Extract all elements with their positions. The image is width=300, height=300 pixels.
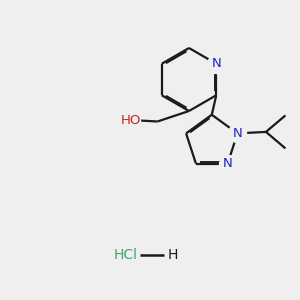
Text: N: N — [223, 157, 232, 170]
Text: N: N — [212, 57, 221, 70]
Text: H: H — [167, 248, 178, 262]
Text: HO: HO — [120, 113, 141, 127]
Text: HCl: HCl — [114, 248, 138, 262]
Text: N: N — [232, 127, 242, 140]
